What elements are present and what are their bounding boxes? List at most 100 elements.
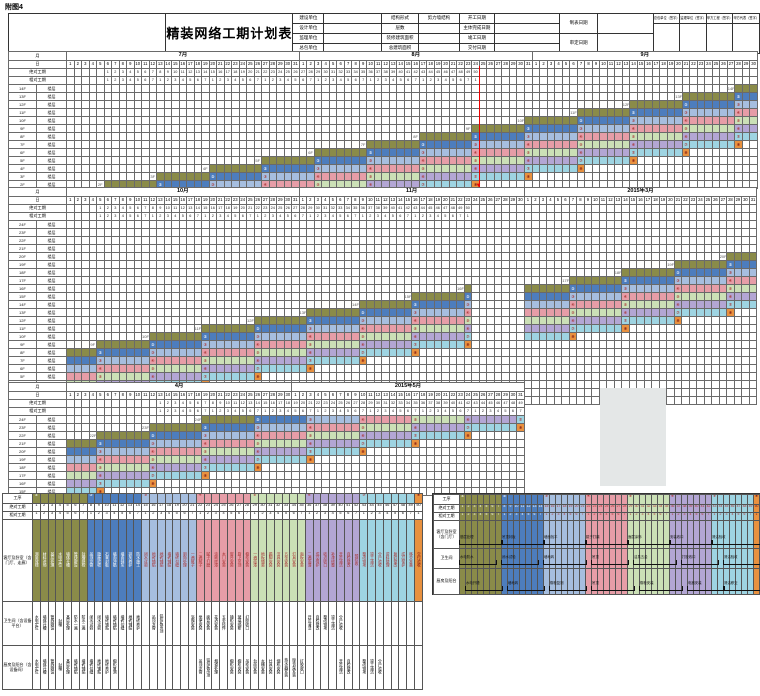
gantt-cell [118, 100, 127, 109]
gantt-cell [208, 276, 217, 285]
bar-cell-seg4 [193, 447, 202, 456]
gantt-cell [336, 364, 345, 373]
bar-cell-seg5 [268, 348, 277, 357]
bar-cell-seg1 [396, 300, 405, 309]
bar-cell-seg2: ② [96, 348, 105, 357]
gantt-cell [463, 260, 473, 269]
gantt-cell [66, 332, 75, 341]
bar-cell-seg7: ⑦ [306, 356, 315, 365]
abs-day-cell [539, 68, 548, 77]
gantt-cell [216, 124, 225, 133]
gantt-cell [321, 372, 330, 381]
gantt-cell [493, 316, 503, 325]
bar-cell-seg5 [696, 292, 705, 301]
bar-cell-seg5 [613, 308, 623, 317]
gantt-cell [448, 84, 458, 93]
gantt-cell [313, 244, 323, 253]
bar-cell-seg5 [688, 292, 698, 301]
day-number-cell: 30 [516, 196, 525, 205]
gantt-cell [651, 156, 661, 165]
bar-cell-seg1 [441, 292, 450, 301]
gantt-cell [366, 268, 375, 277]
gantt-cell [163, 260, 172, 269]
abs-day-cell: 5 [186, 399, 195, 408]
gantt-cell [516, 220, 525, 229]
gantt-cell [583, 372, 593, 381]
bar-cell-seg4 [411, 164, 420, 173]
gantt-cell [73, 236, 82, 245]
gantt-cell [306, 236, 315, 245]
gantt-cell [223, 220, 232, 229]
bar-cell-seg3 [636, 116, 646, 125]
bar-cell-seg1 [178, 332, 187, 341]
rel-day-cell [126, 407, 135, 416]
bar-cell-seg1 [681, 92, 691, 101]
gantt-cell [733, 396, 743, 405]
gantt-cell [388, 116, 398, 125]
bar-cell-seg1 [696, 92, 706, 101]
gantt-cell [298, 124, 308, 133]
gantt-cell [193, 220, 202, 229]
day-number-cell: 7 [111, 196, 120, 205]
gantt-cell [246, 236, 255, 245]
bar-cell-seg2 [501, 132, 510, 141]
gantt-cell [486, 236, 495, 245]
abs-day-cell: 2 [111, 68, 120, 77]
bar-cell-seg4 [643, 292, 653, 301]
gantt-cell [178, 108, 187, 117]
bar-cell-seg3 [643, 284, 653, 293]
bar-cell-seg3 [283, 172, 292, 181]
gantt-cell [343, 284, 353, 293]
gantt-cell [718, 220, 728, 229]
gantt-cell [246, 84, 255, 93]
gantt-cell [418, 228, 428, 237]
abs-day-cell: 29 [313, 68, 323, 77]
bar-cell-seg1 [673, 260, 683, 269]
gantt-cell [486, 228, 495, 237]
gantt-cell [126, 92, 135, 101]
day-number-cell: 11 [598, 196, 608, 205]
gantt-cell [463, 364, 473, 373]
gantt-cell [313, 140, 323, 149]
bar-cell-seg2 [268, 415, 277, 424]
bar-cell-seg3 [298, 332, 308, 341]
rel-day-cell: 6 [246, 76, 255, 85]
gantt-cell [178, 84, 187, 93]
rel-day-cell: 4 [336, 407, 345, 416]
bar-cell-seg4 [313, 423, 323, 432]
day-number-cell: 10 [133, 196, 142, 205]
gantt-cell [358, 284, 368, 293]
gantt-cell [366, 372, 375, 381]
bar-cell-seg3 [276, 172, 285, 181]
page-title: 精装网络工期计划表 [165, 13, 294, 54]
floor-label: 19F [8, 260, 37, 269]
gantt-cell [351, 100, 360, 109]
bar-cell-seg1 [186, 423, 195, 432]
gantt-cell [448, 471, 458, 480]
gantt-cell [381, 92, 390, 101]
bar-cell-seg6 [208, 364, 217, 373]
bar-cell-seg2 [246, 172, 255, 181]
floor-label: 8F [8, 132, 37, 141]
gantt-cell [456, 364, 465, 373]
bar-cell-seg3 [741, 100, 751, 109]
gantt-cell [321, 244, 330, 253]
gantt-cell [703, 356, 713, 365]
rel-day-cell: 6 [448, 212, 458, 221]
gantt-cell [291, 92, 300, 101]
gantt-cell [493, 348, 503, 357]
bar-cell-seg2 [614, 116, 623, 125]
bar-cell-seg4 [328, 332, 338, 341]
gantt-cell [531, 356, 540, 365]
gantt-cell [96, 324, 105, 333]
gantt-cell [456, 92, 465, 101]
gantt-cell [478, 276, 488, 285]
gantt-cell [418, 463, 428, 472]
row-label-abs: 绝对工期 [7, 399, 68, 408]
bar-cell-seg3 [411, 156, 420, 165]
gantt-cell [501, 252, 510, 261]
gantt-cell [583, 396, 593, 405]
abs-day-cell: 20 [238, 204, 247, 213]
bar-cell-seg1 [291, 156, 300, 165]
bar-cell-seg3 [456, 148, 465, 157]
